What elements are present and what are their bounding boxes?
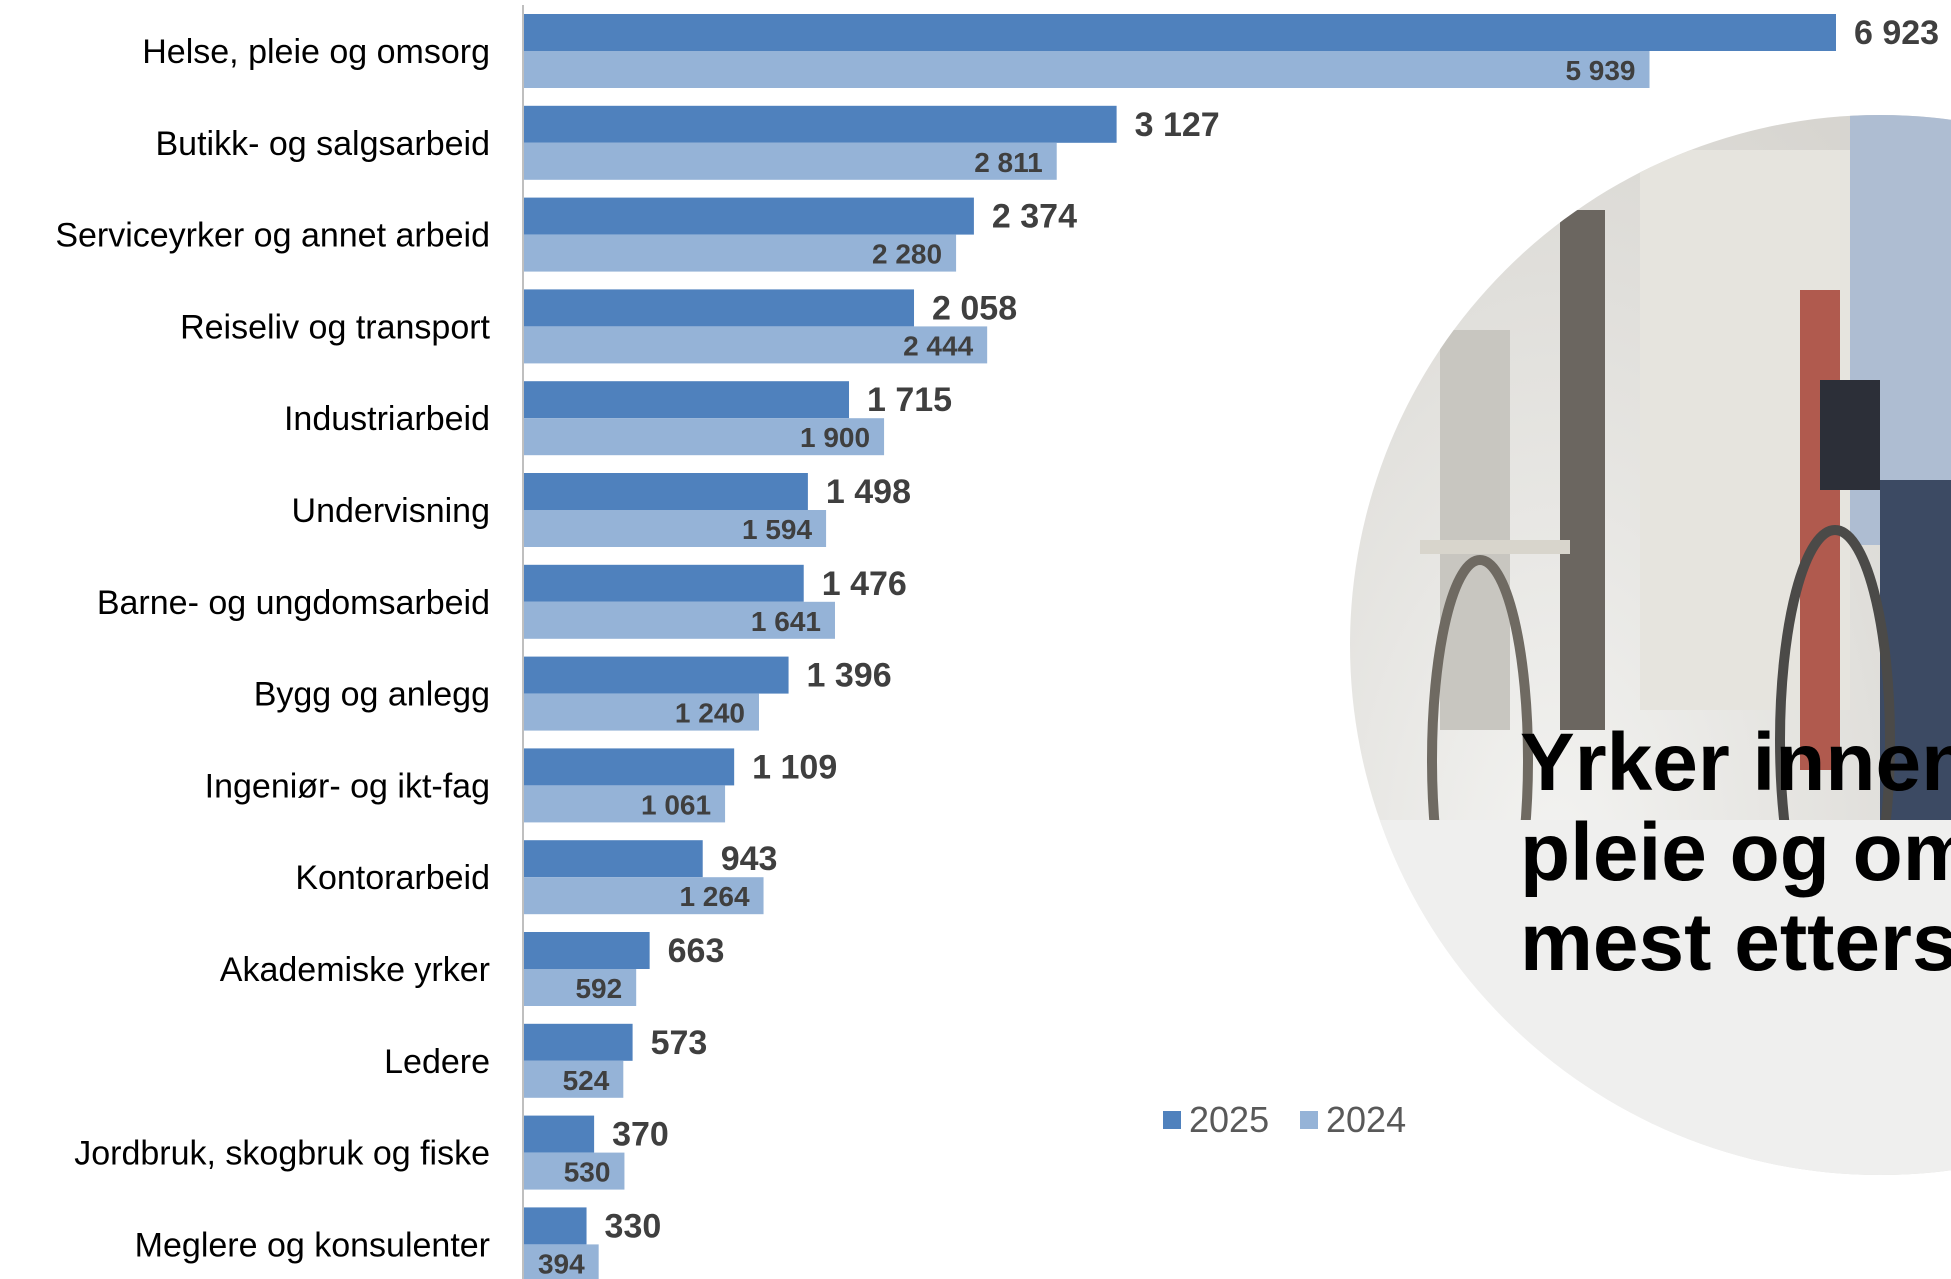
background-photo <box>1350 115 1951 1175</box>
value-label-2025-undervisning: 1 498 <box>826 473 911 511</box>
value-label-2025-akademiske-yrker: 663 <box>668 932 725 970</box>
value-label-2024-industriarbeid: 1 900 <box>800 422 870 453</box>
value-label-2025-ledere: 573 <box>651 1024 708 1062</box>
bar-2025-bygg-og-anlegg <box>524 656 789 694</box>
bar-2025-kontorarbeid <box>524 840 703 878</box>
bar-2024-jordbruk-skogbruk-og-fiske <box>524 1152 625 1190</box>
bar-2024-industriarbeid <box>524 418 885 456</box>
value-label-2024-bygg-og-anlegg: 1 240 <box>675 698 745 729</box>
legend-label-2025: 2025 <box>1189 1099 1269 1140</box>
category-label-industriarbeid: Industriarbeid <box>284 400 490 438</box>
value-label-2024-ledere: 524 <box>563 1065 610 1096</box>
bar-2025-akademiske-yrker <box>524 932 650 969</box>
category-label-bygg-og-anlegg: Bygg og anlegg <box>254 676 490 714</box>
bar-2025-butikk-og-salgsarbeid <box>524 105 1117 143</box>
value-label-2025-kontorarbeid: 943 <box>721 840 778 878</box>
value-label-2024-kontorarbeid: 1 264 <box>679 881 749 912</box>
legend: 2025 2024 <box>1163 1099 1406 1140</box>
value-label-2024-akademiske-yrker: 592 <box>575 973 622 1004</box>
bar-2024-undervisning <box>524 510 827 547</box>
category-label-ledere: Ledere <box>384 1043 490 1081</box>
value-label-2024-undervisning: 1 594 <box>742 514 812 545</box>
category-label-helse-pleie-og-omsorg: Helse, pleie og omsorg <box>142 33 490 71</box>
legend-swatch-2024 <box>1300 1111 1318 1129</box>
value-label-2025-butikk-og-salgsarbeid: 3 127 <box>1135 106 1220 144</box>
headline: Yrker innen pleie og om mest etters <box>1520 717 1951 988</box>
value-label-2025-helse-pleie-og-omsorg: 6 923 <box>1854 14 1939 52</box>
value-label-2025-reiseliv-og-transport: 2 058 <box>932 289 1017 327</box>
bar-2024-ledere <box>524 1060 624 1098</box>
bar-2024-akademiske-yrker <box>524 969 637 1006</box>
legend-label-2024: 2024 <box>1326 1099 1406 1140</box>
headline-line-1: Yrker innen <box>1520 717 1951 808</box>
headline-line-2: pleie og om <box>1520 807 1951 898</box>
value-label-2025-bygg-og-anlegg: 1 396 <box>807 657 892 695</box>
value-label-2025-jordbruk-skogbruk-og-fiske: 370 <box>612 1116 669 1154</box>
bar-2024-reiseliv-og-transport <box>524 326 988 364</box>
category-label-kontorarbeid: Kontorarbeid <box>295 859 490 897</box>
category-label-ingenior-og-ikt-fag: Ingeniør- og ikt-fag <box>205 767 490 805</box>
bar-2024-meglere-og-konsulenter <box>524 1244 599 1279</box>
bar-2025-ledere <box>524 1023 633 1061</box>
bar-2024-bygg-og-anlegg <box>524 693 759 731</box>
bar-2024-kontorarbeid <box>524 877 764 915</box>
value-label-2024-reiseliv-og-transport: 2 444 <box>903 330 973 361</box>
bar-2025-jordbruk-skogbruk-og-fiske <box>524 1115 595 1153</box>
bar-2024-barne-og-ungdomsarbeid <box>524 601 835 639</box>
bar-2024-helse-pleie-og-omsorg <box>524 51 1650 88</box>
category-label-jordbruk-skogbruk-og-fiske: Jordbruk, skogbruk og fiske <box>74 1135 490 1173</box>
legend-swatch-2025 <box>1163 1111 1181 1129</box>
bar-2025-helse-pleie-og-omsorg <box>524 14 1836 51</box>
bar-2025-meglere-og-konsulenter <box>524 1207 587 1245</box>
bar-2024-ingenior-og-ikt-fag <box>524 785 726 823</box>
bar-2025-reiseliv-og-transport <box>524 289 915 327</box>
category-label-akademiske-yrker: Akademiske yrker <box>220 951 490 989</box>
value-label-2025-meglere-og-konsulenter: 330 <box>605 1207 662 1245</box>
value-label-2025-industriarbeid: 1 715 <box>867 381 952 419</box>
category-label-barne-og-ungdomsarbeid: Barne- og ungdomsarbeid <box>97 584 490 622</box>
category-label-butikk-og-salgsarbeid: Butikk- og salgsarbeid <box>155 125 490 163</box>
headline-line-3: mest etters <box>1520 897 1951 988</box>
value-label-2024-meglere-og-konsulenter: 394 <box>538 1248 585 1279</box>
category-label-serviceyrker-og-annet-arbeid: Serviceyrker og annet arbeid <box>55 217 490 255</box>
value-label-2024-barne-og-ungdomsarbeid: 1 641 <box>751 606 821 637</box>
category-label-undervisning: Undervisning <box>292 492 490 530</box>
bars <box>524 14 1836 1279</box>
category-label-reiseliv-og-transport: Reiseliv og transport <box>180 308 490 346</box>
bar-2025-serviceyrker-og-annet-arbeid <box>524 197 974 235</box>
bar-2025-industriarbeid <box>524 381 850 419</box>
value-label-2024-butikk-og-salgsarbeid: 2 811 <box>974 147 1043 178</box>
value-label-2024-jordbruk-skogbruk-og-fiske: 530 <box>564 1157 611 1188</box>
category-label-meglere-og-konsulenter: Meglere og konsulenter <box>135 1226 490 1264</box>
value-label-2024-serviceyrker-og-annet-arbeid: 2 280 <box>872 239 942 270</box>
bar-2025-barne-og-ungdomsarbeid <box>524 564 804 602</box>
bar-2024-butikk-og-salgsarbeid <box>524 142 1057 180</box>
value-label-2024-ingenior-og-ikt-fag: 1 061 <box>641 789 711 820</box>
bar-2025-undervisning <box>524 473 808 510</box>
value-label-2025-barne-og-ungdomsarbeid: 1 476 <box>822 565 907 603</box>
bar-2025-ingenior-og-ikt-fag <box>524 748 735 786</box>
bar-2024-serviceyrker-og-annet-arbeid <box>524 234 957 272</box>
value-label-2024-helse-pleie-og-omsorg: 5 939 <box>1565 55 1635 86</box>
value-label-2025-serviceyrker-og-annet-arbeid: 2 374 <box>992 198 1077 236</box>
value-label-2025-ingenior-og-ikt-fag: 1 109 <box>752 748 837 786</box>
category-labels: Helse, pleie og omsorg Butikk- og salgsar… <box>55 33 490 1264</box>
